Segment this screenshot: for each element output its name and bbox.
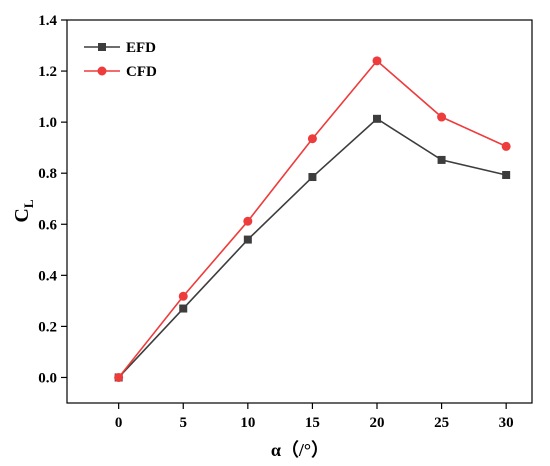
x-tick-label: 10	[240, 415, 255, 431]
x-tick-label: 15	[305, 415, 320, 431]
efd-data-point	[437, 155, 446, 164]
cfd-data-point	[243, 216, 253, 226]
y-tick-label: 1.2	[38, 64, 57, 80]
y-axis-ticks: 0.0 0.2 0.4 0.6 0.8 1.0 1.2 1.4	[38, 13, 67, 386]
x-tick-label: 25	[434, 415, 449, 431]
legend-cfd-marker	[97, 66, 107, 76]
y-tick-label: 1.4	[38, 13, 57, 29]
plot-frame	[66, 19, 533, 404]
x-tick-label: 30	[499, 415, 514, 431]
y-axis-title-sub: L	[21, 199, 36, 208]
legend-cfd-label: CFD	[126, 64, 157, 80]
cfd-data-point	[307, 134, 317, 144]
efd-series-line	[118, 117, 507, 379]
y-tick-label: 0.6	[38, 217, 57, 233]
legend: EFD CFD	[84, 40, 157, 80]
y-axis-title: CL	[11, 199, 36, 222]
cfd-data-point	[372, 56, 382, 66]
x-tick-label: 20	[370, 415, 385, 431]
x-tick-label: 0	[115, 415, 123, 431]
cfd-data-point	[114, 372, 124, 382]
series-layer	[114, 56, 511, 382]
y-tick-label: 0.8	[38, 166, 57, 182]
y-tick-label: 0.4	[38, 268, 57, 284]
x-tick-label: 5	[180, 415, 188, 431]
efd-data-point	[502, 170, 511, 179]
y-tick-label: 1.0	[38, 115, 57, 131]
x-axis-ticks: 0 5 10 15 20 25 30	[115, 403, 514, 431]
efd-data-point	[373, 114, 381, 123]
cfd-series-line	[118, 59, 507, 378]
x-axis-title: α（/°）	[271, 440, 329, 460]
y-tick-label: 0.0	[38, 370, 57, 386]
legend-efd-label: EFD	[126, 40, 156, 56]
efd-data-point	[308, 173, 317, 182]
legend-efd-marker	[98, 43, 106, 51]
efd-data-point	[179, 304, 188, 313]
cfd-data-point	[437, 112, 447, 122]
y-tick-label: 0.2	[38, 319, 57, 335]
efd-data-point	[243, 235, 252, 244]
cfd-data-point	[501, 141, 511, 151]
cfd-data-point	[178, 291, 188, 301]
y-axis-title-main: C	[11, 208, 33, 222]
